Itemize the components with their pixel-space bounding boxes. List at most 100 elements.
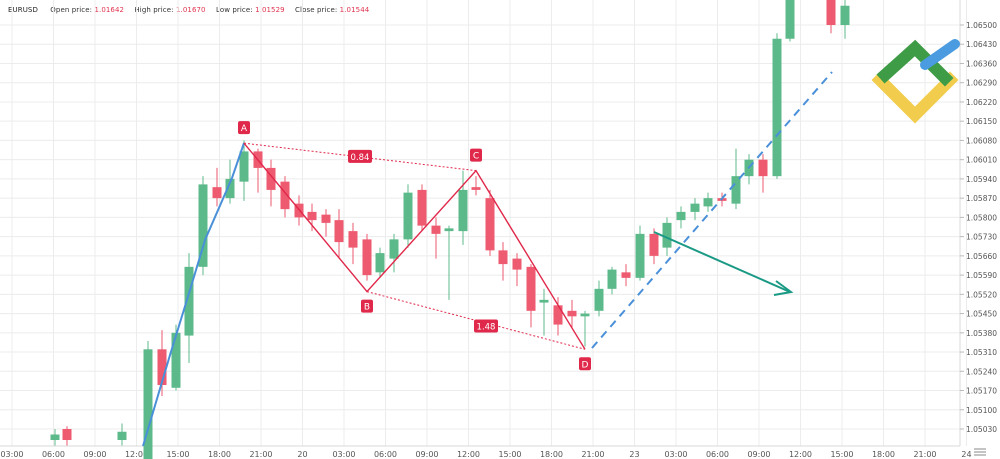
point-badge-c <box>470 148 482 162</box>
y-tick-label: 1.06010 <box>966 156 997 165</box>
candle-bearish <box>567 310 577 317</box>
point-label-b: B <box>364 303 370 313</box>
candle-bearish <box>348 231 358 248</box>
y-tick-label: 1.05380 <box>966 329 997 338</box>
candle-bearish <box>471 187 481 190</box>
candle-bullish <box>184 266 194 336</box>
x-tick-label: 09:00 <box>415 450 438 459</box>
candle-bullish <box>580 313 590 317</box>
y-tick-label: 1.05940 <box>966 175 997 184</box>
point-label-c: C <box>473 152 479 162</box>
candle-bullish <box>117 431 127 440</box>
candle-bullish <box>239 151 249 182</box>
high-value: 1.01670 <box>175 6 206 14</box>
y-tick-label: 1.05870 <box>966 194 997 203</box>
x-tick-label: 12:00 <box>457 450 480 459</box>
candle-bullish <box>143 349 153 459</box>
y-tick-label: 1.06290 <box>966 79 997 88</box>
candle-bullish <box>403 192 413 240</box>
candle-bearish <box>62 429 72 440</box>
point-label-a: A <box>241 124 248 134</box>
candle-bearish <box>526 266 536 311</box>
x-tick-label: 09:00 <box>747 450 770 459</box>
candle-bearish <box>512 258 522 270</box>
candle-bullish <box>662 222 672 248</box>
x-tick-label: 03:00 <box>664 450 687 459</box>
candle-bullish <box>444 228 454 232</box>
open-label: Open price: <box>50 6 93 14</box>
forecast-arrow-line <box>653 231 791 293</box>
grid <box>0 0 967 446</box>
point-badge-a <box>238 121 250 135</box>
candle-bearish <box>553 305 563 325</box>
point-badge-b <box>361 299 373 313</box>
candle-bearish <box>157 349 167 386</box>
candle-bullish <box>594 288 604 311</box>
x-tick-label: 12:00 <box>125 450 148 459</box>
candle-bullish <box>458 189 468 232</box>
symbol-label: EURUSD <box>8 6 38 14</box>
x-tick-label: 06:00 <box>706 450 729 459</box>
candle-bullish <box>225 178 235 199</box>
abcd-pattern-line <box>243 142 586 350</box>
x-tick-label: 12:00 <box>789 450 812 459</box>
candle-bearish <box>485 198 495 251</box>
candle-bearish <box>307 211 317 221</box>
candle-bullish <box>171 332 181 388</box>
labels: A B C D 0.84 1.48 <box>238 121 591 371</box>
x-tick-label: 18:00 <box>872 450 895 459</box>
y-tick-label: 1.05030 <box>966 425 997 434</box>
litefinance-logo-icon <box>871 39 960 124</box>
y-tick-label: 1.05730 <box>966 233 997 242</box>
candle-bearish <box>266 167 276 190</box>
candle-bearish <box>621 272 631 278</box>
x-tick-label: 18:00 <box>208 450 231 459</box>
logo-yellow-chevron <box>871 71 959 124</box>
ratio-label: 0.84 <box>351 153 370 163</box>
candle-bearish <box>649 233 659 256</box>
point-badge-d <box>579 357 591 371</box>
candles <box>50 0 850 459</box>
x-tick-label: 06:00 <box>42 450 65 459</box>
x-tick-label: 03:00 <box>332 450 355 459</box>
candle-bullish <box>785 0 795 39</box>
candle-bearish <box>498 250 508 265</box>
x-tick-label: 21:00 <box>249 450 272 459</box>
close-value: 1.01544 <box>339 6 370 14</box>
chart-legend: EURUSD Open price: 1.01642 High price: 1… <box>8 6 377 14</box>
y-tick-label: 1.05590 <box>966 271 997 280</box>
candle-bearish <box>362 239 372 276</box>
y-tick-label: 1.06220 <box>966 98 997 107</box>
candle-bullish <box>539 299 549 303</box>
ratio-badge <box>348 149 372 163</box>
x-tick-label: 18:00 <box>540 450 563 459</box>
y-tick-label: 1.05170 <box>966 387 997 396</box>
x-tick-label: 21:00 <box>581 450 604 459</box>
candle-bearish <box>431 225 441 234</box>
y-tick-label: 1.05800 <box>966 213 997 222</box>
ratio-label: 1.48 <box>477 322 496 332</box>
candle-bullish <box>840 5 850 25</box>
logo-blue-bar <box>920 39 960 70</box>
y-tick-label: 1.05660 <box>966 252 997 261</box>
candle-bullish <box>389 239 399 259</box>
candle-bearish <box>826 0 836 25</box>
y-tick-label: 1.06150 <box>966 117 997 126</box>
y-tick-label: 1.05520 <box>966 290 997 299</box>
x-tick-label: 23 <box>629 450 639 459</box>
candle-bullish <box>676 211 686 221</box>
y-tick-label: 1.06360 <box>966 59 997 68</box>
candle-bearish <box>280 181 290 210</box>
y-tick-label: 1.05310 <box>966 348 997 357</box>
open-value: 1.01642 <box>94 6 125 14</box>
x-tick-label: 24 <box>961 450 971 459</box>
settings-icon <box>974 448 986 456</box>
x-tick-label: 15:00 <box>498 450 521 459</box>
y-tick-label: 1.05240 <box>966 367 997 376</box>
drawings <box>142 71 833 447</box>
low-label: Low price: <box>215 6 253 14</box>
low-value: 1.01529 <box>255 6 285 14</box>
candle-bearish <box>212 187 222 199</box>
